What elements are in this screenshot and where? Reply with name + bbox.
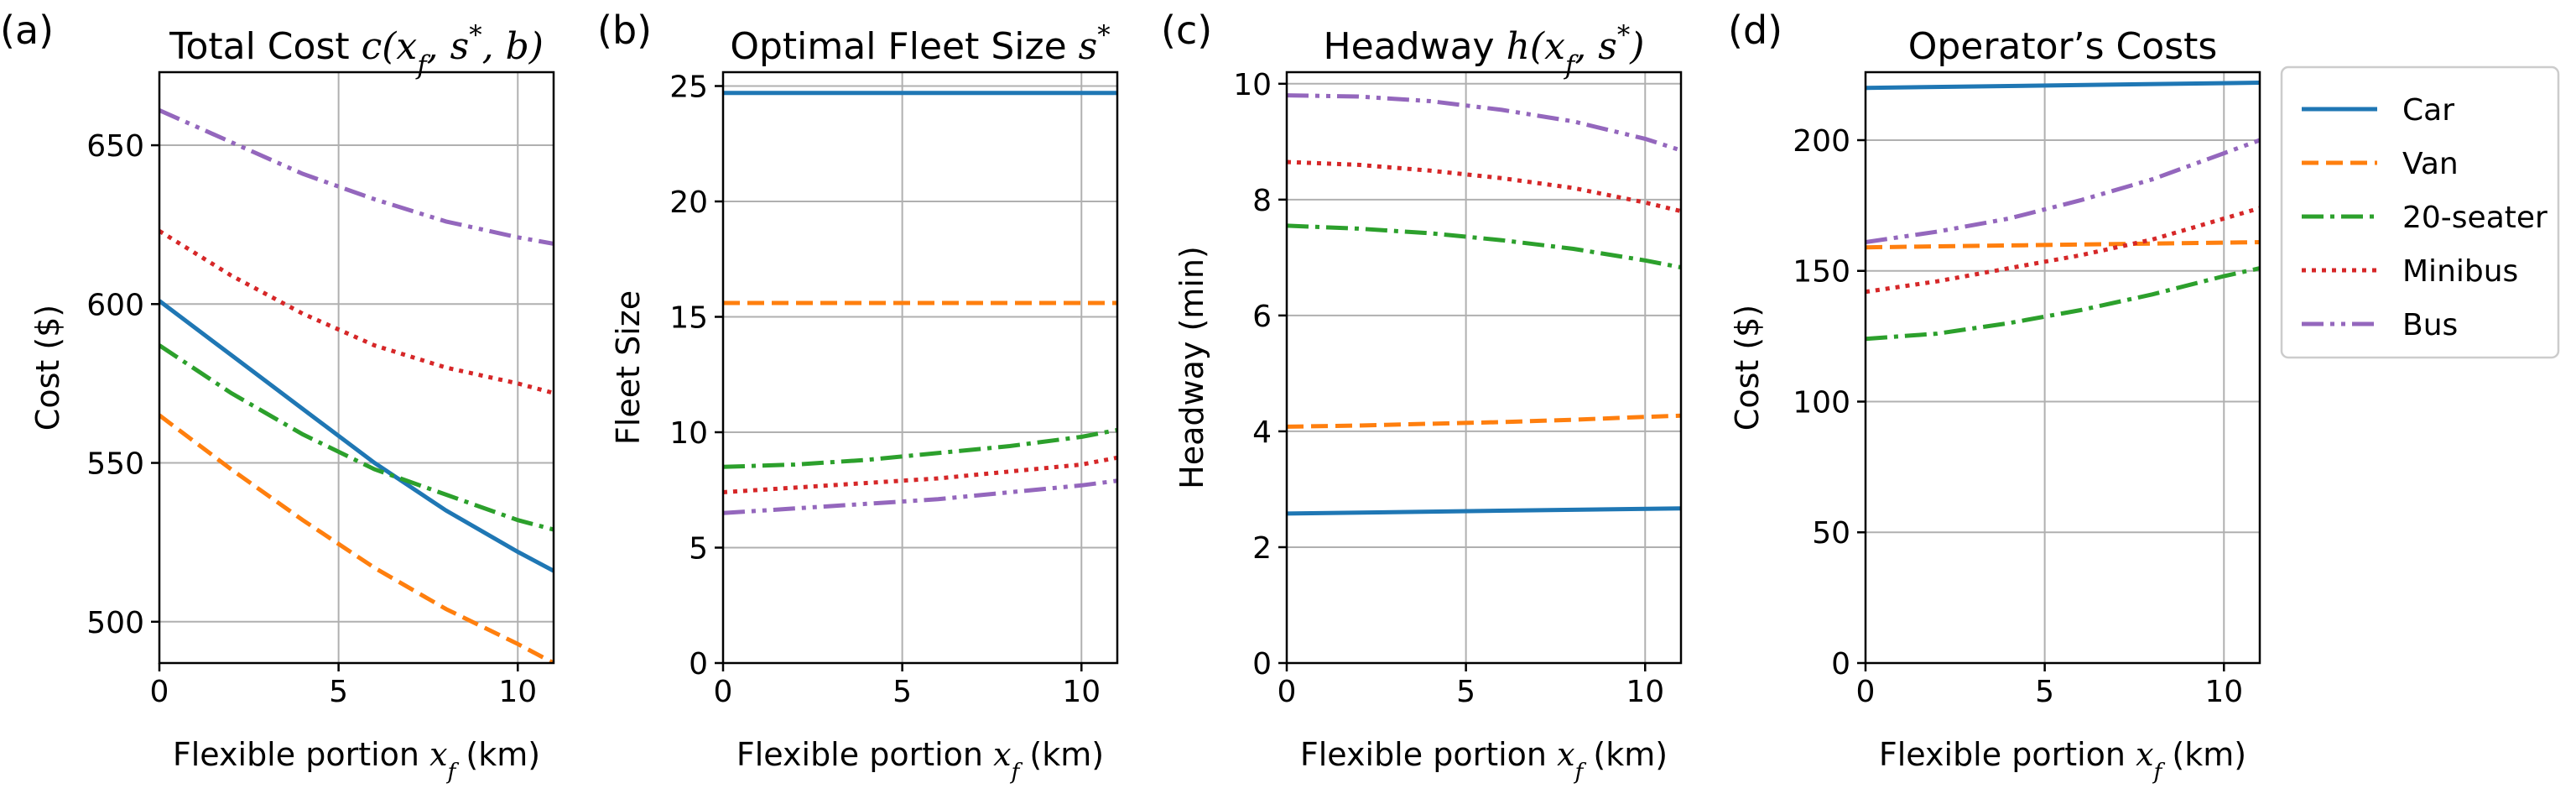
x-tick-label: 0 <box>1856 675 1876 709</box>
series-line-minibus <box>1866 206 2260 295</box>
y-tick-label: 0 <box>1831 647 1850 682</box>
legend-label: Bus <box>2402 308 2458 342</box>
x-axis-label: Flexible portion xf (km) <box>1300 736 1668 785</box>
x-axis-label: Flexible portion xf (km) <box>173 736 540 785</box>
legend-label: 20-seater <box>2402 201 2547 235</box>
series-line-20-seater <box>1287 223 1681 270</box>
panel-letter: (a) <box>0 8 54 53</box>
panel-1: (b) Optimal Fleet Size s* 0 5 10 0 5 10 15 20 25 Fl… <box>597 8 1119 785</box>
series-line-20-seater <box>1866 266 2260 342</box>
legend-label: Van <box>2402 147 2459 181</box>
panel-2: (c) Headway h(xf, s*) 0 5 10 0 2 4 6 8 10 Flexible … <box>1161 8 1683 785</box>
panel-letter: (b) <box>597 8 652 53</box>
series-line-bus <box>159 108 554 246</box>
series-line-bus <box>1287 93 1681 153</box>
y-tick-label: 650 <box>86 129 144 164</box>
y-tick-label: 2 <box>1252 531 1272 566</box>
y-tick-label: 600 <box>86 288 144 322</box>
axes-frame <box>158 70 555 665</box>
x-tick-label: 10 <box>1626 675 1664 709</box>
series-line-minibus <box>1287 159 1681 214</box>
y-tick-label: 25 <box>669 70 708 105</box>
series-line-van <box>1287 413 1681 429</box>
x-tick-label: 0 <box>150 675 169 709</box>
series-line-20-seater <box>159 343 554 532</box>
x-tick-label: 5 <box>329 675 348 709</box>
x-tick-label: 10 <box>498 675 537 709</box>
y-tick-label: 15 <box>669 301 708 336</box>
y-tick-label: 8 <box>1252 184 1272 218</box>
y-axis-label: Cost ($) <box>1729 305 1766 431</box>
y-tick-label: 200 <box>1793 124 1850 159</box>
axes-frame <box>721 70 1119 665</box>
panel-title: Headway h(xf, s*) <box>1324 20 1645 81</box>
legend: Car Van 20-seater Minibus Bus <box>2280 65 2560 359</box>
panel-letter: (c) <box>1161 8 1212 53</box>
axes-frame <box>1864 70 2261 665</box>
y-tick-label: 150 <box>1793 255 1850 290</box>
y-tick-label: 6 <box>1252 300 1272 334</box>
y-tick-label: 5 <box>689 532 708 567</box>
series-line-minibus <box>723 455 1117 494</box>
panel-title: Total Cost c(xf, s*, b) <box>169 20 544 81</box>
y-tick-label: 0 <box>1252 647 1272 682</box>
y-axis-label: Cost ($) <box>29 305 66 431</box>
x-axis-label: Flexible portion xf (km) <box>736 736 1104 785</box>
panel-letter: (d) <box>1728 8 1782 53</box>
series-line-minibus <box>159 229 554 395</box>
y-tick-label: 550 <box>86 447 144 482</box>
x-tick-label: 5 <box>892 675 912 709</box>
y-tick-label: 100 <box>1793 385 1850 420</box>
axes-frame <box>1285 70 1683 665</box>
x-tick-label: 0 <box>1278 675 1297 709</box>
series-line-20-seater <box>723 427 1117 469</box>
panel-title: Optimal Fleet Size s* <box>730 20 1110 68</box>
x-tick-label: 5 <box>1456 675 1475 709</box>
series-line-bus <box>723 478 1117 515</box>
legend-box <box>2280 65 2560 359</box>
x-axis-label: Flexible portion xf (km) <box>1879 736 2246 785</box>
series-line-bus <box>1866 138 2260 244</box>
series-line-car <box>1287 506 1681 516</box>
series-line-van <box>1866 240 2260 250</box>
y-tick-label: 500 <box>86 606 144 640</box>
x-tick-label: 10 <box>1062 675 1101 709</box>
series-line-van <box>159 413 554 663</box>
y-axis-label: Headway (min) <box>1174 246 1210 489</box>
legend-label: Car <box>2402 93 2454 128</box>
y-tick-label: 10 <box>669 416 708 451</box>
y-axis-label: Fleet Size <box>610 290 647 445</box>
series-line-car <box>159 299 554 573</box>
panel-0: (a) Total Cost c(xf, s*, b) 0 5 10 500 550 600 6… <box>0 8 555 785</box>
y-tick-label: 0 <box>689 647 708 682</box>
series-line-car <box>1866 81 2260 91</box>
x-tick-label: 5 <box>2035 675 2054 709</box>
y-tick-label: 4 <box>1252 415 1272 450</box>
panel-title: Operator’s Costs <box>1908 25 2218 68</box>
x-tick-label: 10 <box>2204 675 2243 709</box>
y-tick-label: 50 <box>1812 516 1850 551</box>
y-tick-label: 20 <box>669 185 708 220</box>
y-tick-label: 10 <box>1233 68 1272 102</box>
legend-label: Minibus <box>2402 254 2518 289</box>
x-tick-label: 0 <box>714 675 733 709</box>
